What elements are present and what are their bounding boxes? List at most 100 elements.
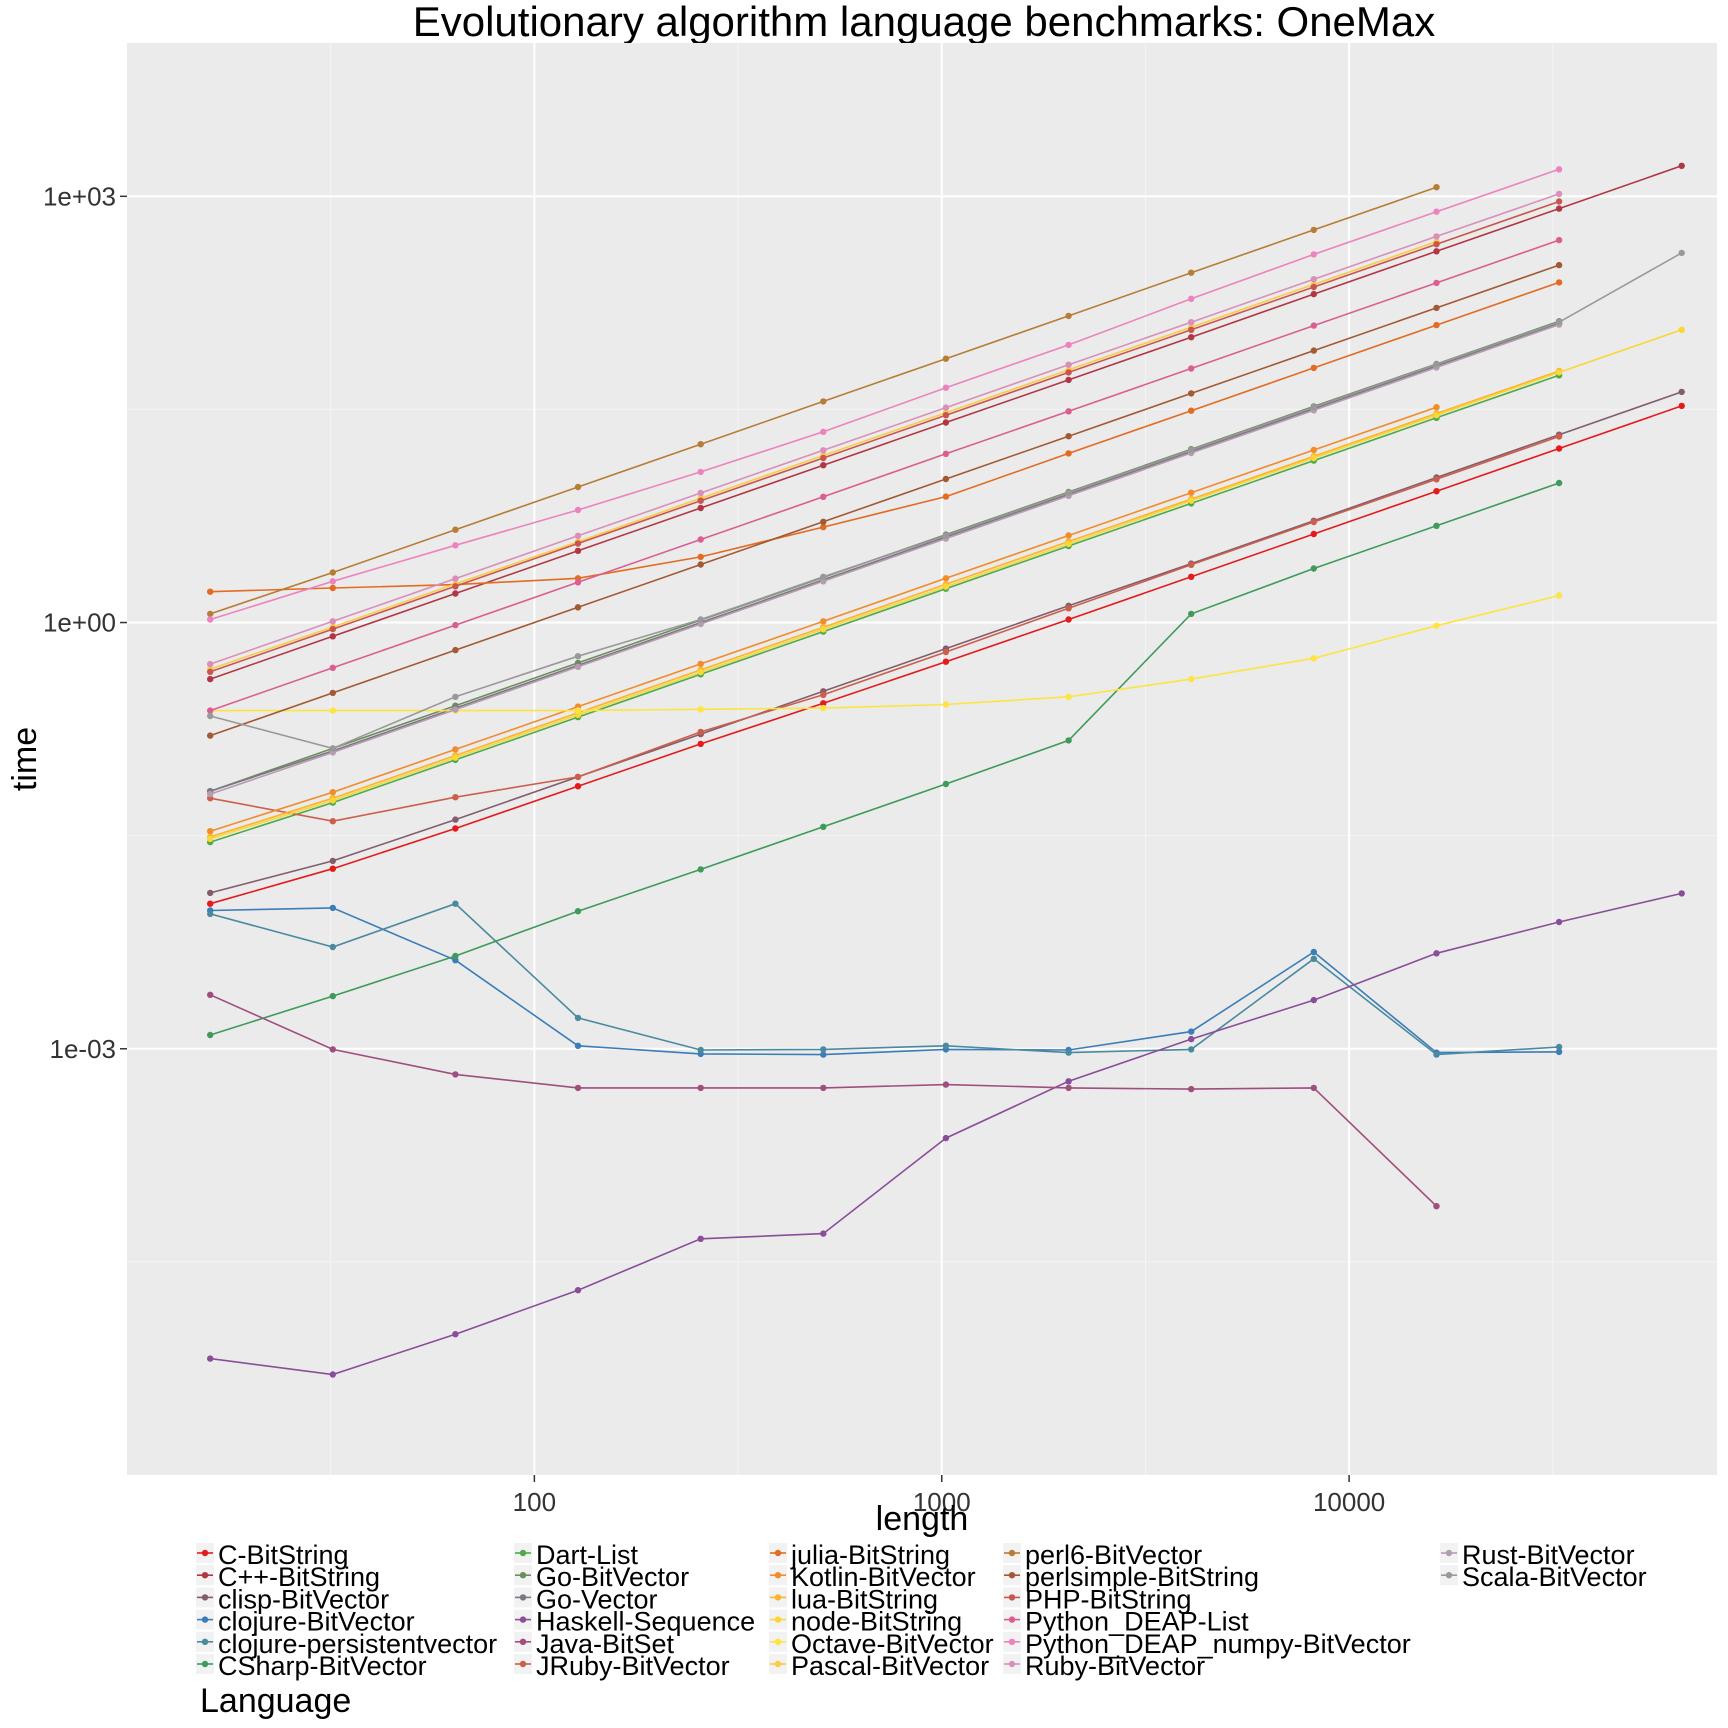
- legend-item: Octave-BitVector: [769, 1629, 994, 1659]
- data-point: [1555, 190, 1563, 198]
- data-point: [1310, 955, 1318, 962]
- data-point: [820, 1051, 827, 1058]
- data-point: [1433, 412, 1440, 419]
- data-point: [1433, 622, 1440, 629]
- data-point: [574, 908, 582, 915]
- series-kotlin-bitvector: [207, 404, 1440, 835]
- data-point: [329, 584, 336, 592]
- data-point: [820, 1230, 827, 1237]
- x-tick-label: 10000: [1313, 1487, 1385, 1517]
- data-point: [820, 626, 827, 633]
- data-point: [207, 910, 214, 918]
- data-point: [207, 835, 214, 843]
- legend-key-point: [201, 1616, 209, 1623]
- legend-item: Go-Vector: [514, 1584, 658, 1614]
- data-point: [820, 523, 827, 531]
- data-point: [329, 904, 336, 912]
- legend-label: Rust-BitVector: [1462, 1540, 1635, 1570]
- legend-key-point: [201, 1638, 209, 1646]
- legend-key-point: [1445, 1572, 1453, 1579]
- data-point: [329, 797, 336, 804]
- data-point: [942, 475, 950, 483]
- data-point: [942, 575, 950, 582]
- legend-label: Java-BitSet: [536, 1629, 675, 1659]
- data-point: [329, 992, 336, 1000]
- series-python-deap-numpy-bitvector: [207, 166, 1563, 623]
- legend-items: C-BitStringC++-BitStringclisp-BitVectorc…: [196, 1540, 1647, 1681]
- legend-key-point: [774, 1638, 782, 1646]
- legend-label: Octave-BitVector: [791, 1629, 994, 1659]
- y-tick-label: 1e+00: [43, 608, 116, 638]
- data-point: [1310, 251, 1318, 258]
- data-point: [1310, 322, 1318, 329]
- data-point: [1065, 369, 1072, 376]
- data-point: [1065, 361, 1072, 368]
- data-point: [1433, 404, 1440, 411]
- data-point: [1555, 433, 1563, 440]
- data-point: [452, 590, 459, 597]
- data-point: [942, 658, 950, 665]
- data-point: [1188, 610, 1195, 618]
- data-point: [329, 745, 336, 752]
- data-point: [942, 1081, 950, 1088]
- series-line: [209, 200, 1560, 673]
- data-point: [207, 1355, 214, 1362]
- data-point: [1555, 198, 1563, 205]
- legend-item: node-BitString: [769, 1607, 962, 1637]
- data-point: [1065, 693, 1072, 700]
- data-point: [942, 493, 950, 500]
- series-node-bitstring: [207, 326, 1685, 843]
- data-point: [1310, 446, 1318, 454]
- data-point: [1065, 450, 1072, 457]
- data-point: [1433, 522, 1440, 529]
- legend-label: Kotlin-BitVector: [791, 1562, 976, 1592]
- legend-item: lua-BitString: [769, 1584, 938, 1614]
- data-point: [942, 355, 950, 362]
- legend-item: Python_DEAP-List: [1003, 1607, 1249, 1637]
- data-point: [329, 569, 336, 576]
- legend-label: Python_DEAP-List: [1025, 1607, 1249, 1637]
- data-point: [1678, 249, 1685, 257]
- series-perl6-bitvector: [207, 184, 1440, 618]
- data-point: [1433, 241, 1440, 248]
- legend-key-point: [1008, 1660, 1016, 1668]
- data-point: [1065, 532, 1072, 539]
- grid-minor: [127, 43, 1717, 1475]
- legend-key-point: [201, 1660, 209, 1668]
- data-point: [697, 497, 704, 504]
- y-axis-title: time: [6, 727, 44, 791]
- legend-item: C++-BitString: [196, 1562, 380, 1592]
- data-point: [1310, 530, 1318, 538]
- data-point: [329, 1046, 336, 1053]
- data-point: [820, 428, 827, 435]
- data-point: [452, 794, 459, 801]
- data-point: [1188, 365, 1195, 372]
- data-point: [820, 573, 827, 580]
- data-point: [697, 553, 704, 561]
- legend-key-point: [519, 1594, 527, 1601]
- data-point: [207, 732, 214, 739]
- legend-label: Go-Vector: [536, 1584, 658, 1614]
- data-point: [329, 618, 336, 625]
- legend: Language C-BitStringC++-BitStringclisp-B…: [196, 1540, 1647, 1720]
- data-point: [574, 663, 582, 670]
- data-point: [207, 889, 214, 897]
- data-point: [574, 707, 582, 714]
- legend-label: Ruby-BitVector: [1025, 1651, 1205, 1681]
- series-ruby-bitvector: [207, 190, 1563, 668]
- data-point: [697, 489, 704, 497]
- data-point: [942, 648, 950, 656]
- data-point: [1065, 433, 1072, 440]
- data-point: [1310, 283, 1318, 291]
- data-point: [697, 706, 704, 713]
- data-point: [820, 518, 827, 525]
- data-point: [942, 384, 950, 391]
- series-line: [210, 594, 1560, 712]
- data-point: [207, 1031, 214, 1039]
- legend-label: JRuby-BitVector: [536, 1651, 730, 1681]
- data-point: [1310, 364, 1318, 372]
- data-point: [1310, 948, 1318, 956]
- data-point: [1065, 540, 1072, 548]
- series-python-deap-list: [207, 236, 1563, 714]
- data-point: [574, 783, 582, 790]
